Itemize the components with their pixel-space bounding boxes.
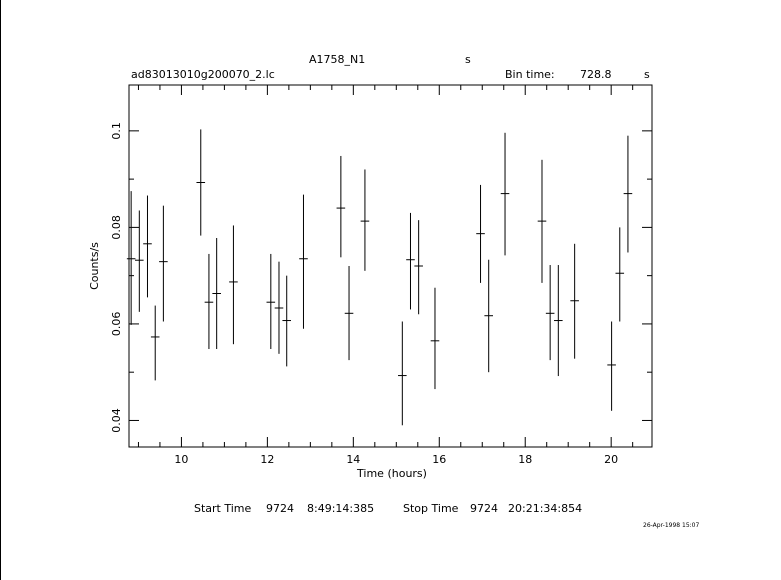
x-tick-label: 10 [174,453,188,466]
data-point [615,227,625,322]
x-tick-label: 14 [346,453,360,466]
x-tick-label: 20 [604,453,618,466]
data-point [607,321,616,411]
data-point [150,305,160,381]
bin-time-label: Bin time: [505,68,555,81]
y-tick-label: 0.1 [110,122,123,140]
data-point [623,135,633,253]
stop-time-value: 20:21:34:854 [508,502,583,515]
start-time-value: 8:49:14:385 [307,502,375,515]
filename-label: ad83013010g200070_2.lc [131,68,275,81]
object-unit: s [465,53,471,66]
plot-frame [128,84,653,448]
data-point [554,265,563,377]
data-point [282,275,292,367]
object-name: A1758_N1 [309,53,366,66]
axis-ticks [129,85,652,447]
data-point [398,321,407,426]
data-point [135,210,144,312]
x-axis-label: Time (hours) [356,467,427,480]
data-point [570,243,579,359]
data-point [336,155,346,258]
tick-labels: 10 12 14 16 18 20 0.04 0.06 0.08 0.1 [110,122,618,466]
x-tick-label: 18 [518,453,532,466]
y-tick-label: 0.04 [110,408,123,433]
bin-time-value: 728.8 [580,68,612,81]
data-point [430,287,440,390]
data-point [212,238,221,350]
timestamp: 26-Apr-1998 15:07 [643,522,700,529]
data-point [266,253,276,350]
data-point [143,195,152,298]
data-point [126,191,136,325]
data-point [229,225,238,345]
y-axis-label: Counts/s [88,242,101,290]
data-point [545,265,555,361]
x-tick-label: 12 [260,453,274,466]
start-time-label: Start Time [194,502,252,515]
y-tick-label: 0.06 [110,312,123,337]
data-point [360,169,370,271]
bin-time-unit: s [644,68,650,81]
data-point [344,266,354,361]
data-point [414,220,423,315]
y-tick-label: 0.08 [110,215,123,240]
stop-time-day: 9724 [470,502,498,515]
data-point [484,259,493,373]
data-point [274,261,284,354]
data-point [476,184,485,283]
start-time-day: 9724 [266,502,294,515]
data-point [537,159,547,283]
stop-time-label: Stop Time [403,502,459,515]
x-tick-label: 16 [432,453,446,466]
window-left-border [0,0,1,580]
data-point [159,205,168,322]
data-point [299,194,308,329]
data-point [196,129,206,236]
data-points [126,129,633,426]
data-point [406,212,415,310]
data-point [500,132,510,256]
data-point [204,253,214,350]
